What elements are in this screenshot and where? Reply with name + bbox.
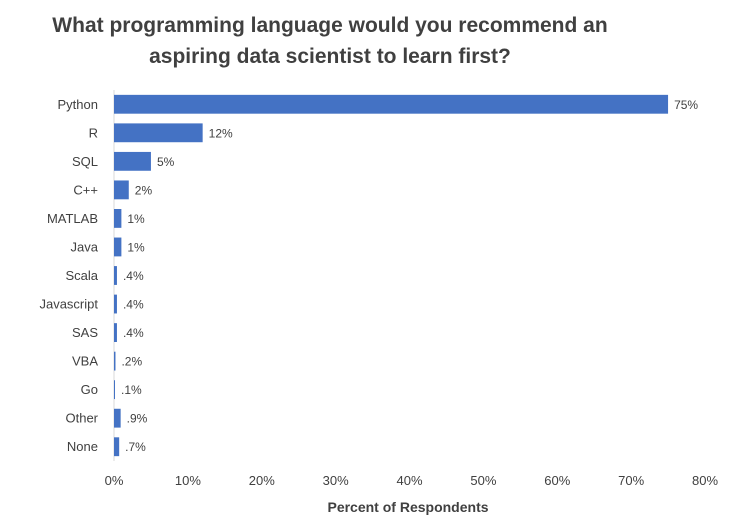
data-label-sas: .4% (123, 326, 144, 340)
category-labels: Python R SQL C++ MATLAB Java Scala Javascript SA… (39, 97, 98, 454)
bar-none (114, 437, 120, 457)
bar-sas (114, 323, 117, 342)
category-label-sql: SQL (72, 154, 98, 169)
x-tick-50: 50% (470, 473, 496, 488)
bar-go (114, 380, 115, 400)
bar-sql (114, 151, 151, 171)
x-tick-30: 30% (323, 473, 349, 488)
category-label-none: None (67, 439, 98, 454)
category-label-matlab: MATLAB (47, 211, 98, 226)
category-label-scala: Scala (65, 268, 98, 283)
category-label-cplusplus: C++ (73, 182, 98, 197)
x-tick-10: 10% (175, 473, 201, 488)
data-label-go: .1% (121, 383, 142, 397)
x-tick-40: 40% (396, 473, 422, 488)
category-label-python: Python (58, 97, 98, 112)
category-label-vba: VBA (72, 354, 98, 369)
chart-title-line-2: aspiring data scientist to learn first? (149, 45, 511, 68)
x-tick-70: 70% (618, 473, 644, 488)
data-label-javascript: .4% (123, 298, 144, 312)
category-label-sas: SAS (72, 325, 98, 340)
bar-matlab (114, 209, 122, 228)
category-label-other: Other (65, 411, 98, 426)
data-label-matlab: 1% (127, 212, 145, 226)
x-tick-20: 20% (249, 473, 275, 488)
category-label-go: Go (81, 382, 98, 397)
data-labels: 75% 12% 5% 2% 1% 1% .4% .4% .4% .2% .1% .9% .7% (121, 98, 698, 454)
bar-r (114, 123, 203, 143)
x-tick-60: 60% (544, 473, 570, 488)
data-label-vba: .2% (121, 355, 142, 369)
data-label-other: .9% (127, 412, 148, 426)
bar-vba (114, 351, 116, 371)
data-label-sql: 5% (157, 155, 175, 169)
category-label-java: Java (71, 239, 99, 254)
category-label-javascript: Javascript (39, 297, 98, 312)
data-label-cplusplus: 2% (135, 183, 153, 197)
bar-scala (114, 266, 117, 285)
data-label-none: .7% (125, 440, 146, 454)
bar-python (114, 94, 669, 114)
x-tick-0: 0% (105, 473, 124, 488)
bar-cplusplus (114, 180, 129, 200)
x-axis-label: Percent of Respondents (327, 499, 488, 515)
bars-group (114, 94, 669, 457)
bar-javascript (114, 294, 117, 314)
bar-other (114, 408, 121, 428)
data-label-scala: .4% (123, 269, 144, 283)
data-label-r: 12% (209, 126, 233, 140)
x-tick-80: 80% (692, 473, 718, 488)
x-tick-labels: 0% 10% 20% 30% 40% 50% 60% 70% 80% (105, 473, 719, 488)
data-label-python: 75% (674, 98, 698, 112)
data-label-java: 1% (127, 240, 145, 254)
chart-title-line-1: What programming language would you reco… (52, 14, 607, 37)
bar-java (114, 237, 122, 257)
category-label-r: R (89, 125, 98, 140)
